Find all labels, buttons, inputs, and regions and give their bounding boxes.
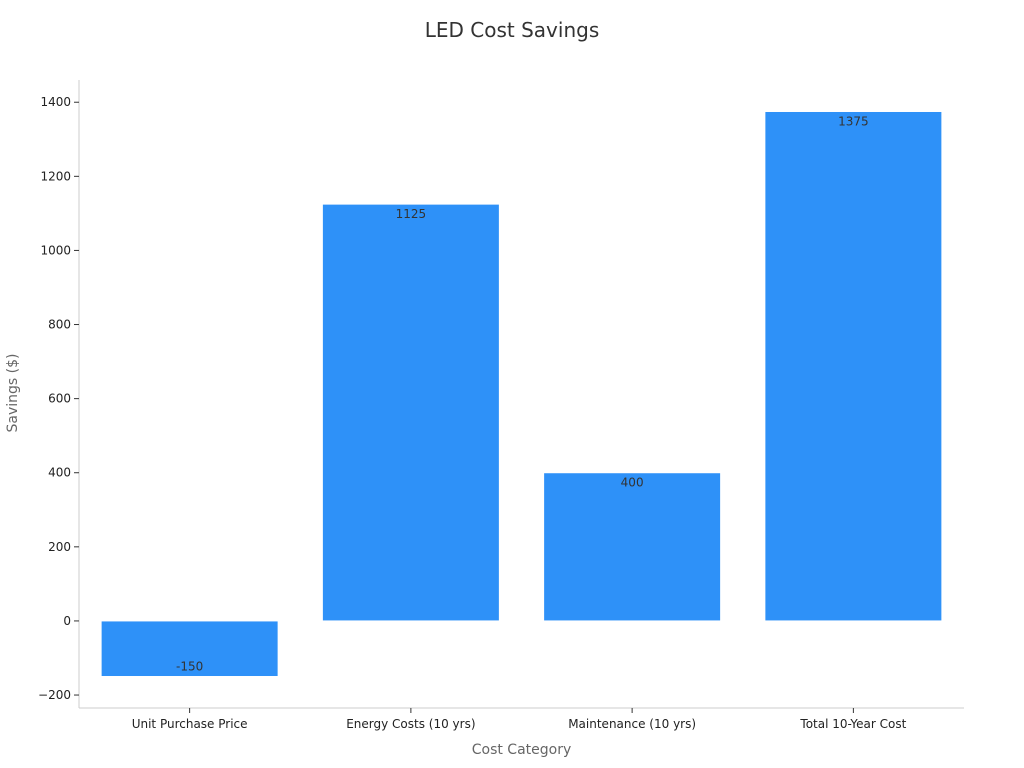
y-axis-label: Savings ($) bbox=[5, 353, 21, 433]
y-tick-label: −200 bbox=[38, 688, 71, 702]
x-tick-label: Maintenance (10 yrs) bbox=[568, 717, 696, 731]
x-tick-label: Total 10-Year Cost bbox=[799, 717, 906, 731]
y-tick-label: 1000 bbox=[40, 243, 71, 257]
x-tick-label: Energy Costs (10 yrs) bbox=[346, 717, 475, 731]
bar bbox=[321, 203, 500, 622]
bar-value-label: 1125 bbox=[396, 207, 427, 221]
bar-value-label: -150 bbox=[176, 660, 203, 674]
bar-value-label: 400 bbox=[621, 476, 644, 490]
y-tick-label: 400 bbox=[48, 466, 71, 480]
y-tick-label: 200 bbox=[48, 540, 71, 554]
y-tick-label: 0 bbox=[63, 614, 71, 628]
chart-title: LED Cost Savings bbox=[424, 18, 600, 42]
bar bbox=[543, 472, 722, 622]
x-axis-label: Cost Category bbox=[471, 742, 572, 758]
y-tick-label: 1400 bbox=[40, 95, 71, 109]
bar bbox=[100, 620, 279, 678]
y-tick-label: 600 bbox=[48, 392, 71, 406]
y-tick-label: 1200 bbox=[40, 169, 71, 183]
y-tick-label: 800 bbox=[48, 318, 71, 332]
x-tick-label: Unit Purchase Price bbox=[132, 717, 248, 731]
bar bbox=[764, 110, 943, 622]
bar-value-label: 1375 bbox=[838, 114, 869, 128]
